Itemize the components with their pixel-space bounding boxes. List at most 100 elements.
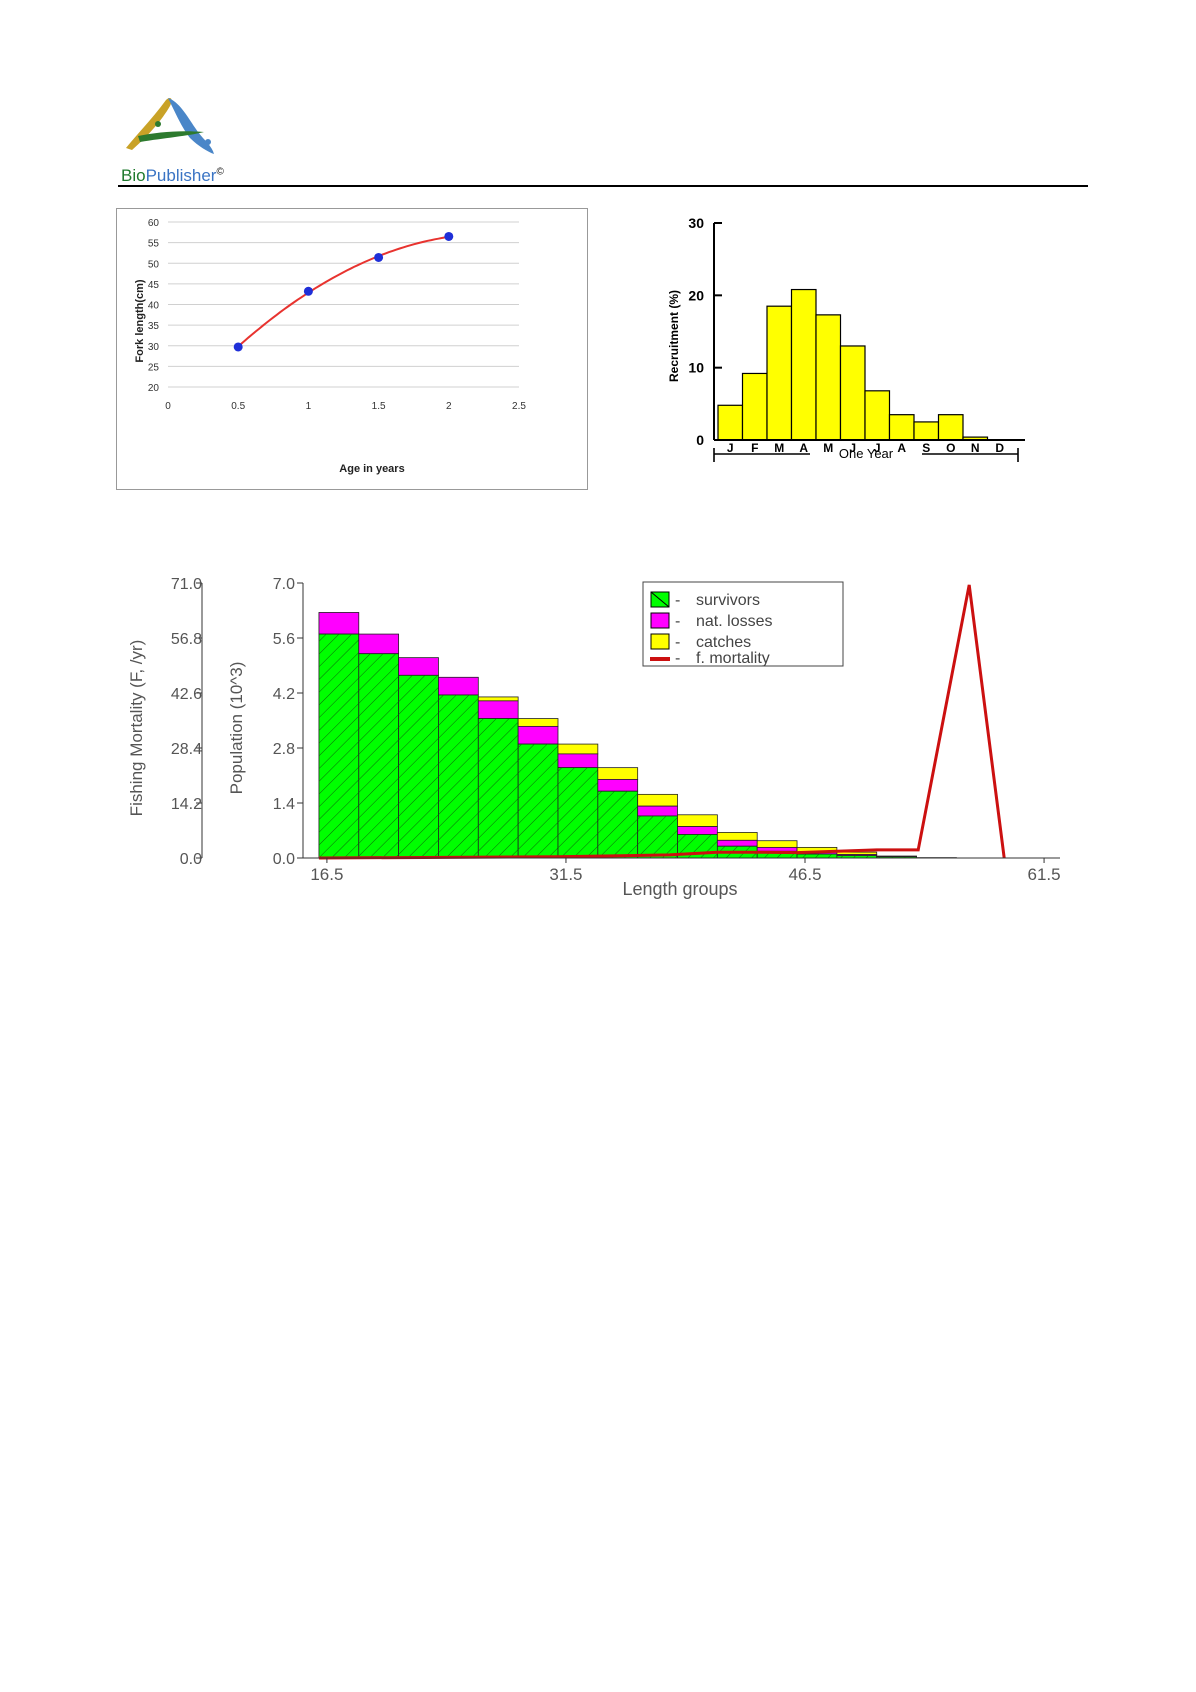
survivors-bar-hatch xyxy=(557,767,598,858)
recruitment-bar xyxy=(741,372,768,441)
brand-name: BioPublisher© xyxy=(121,166,224,186)
y-axis-label-population: Population (10^3) xyxy=(227,662,246,795)
x-tick-label: 2.5 xyxy=(512,401,526,412)
y-tick-label: 2.8 xyxy=(273,741,295,758)
y-tick-label: 35 xyxy=(148,321,160,332)
header-rule xyxy=(118,185,1088,187)
recruitment-bar xyxy=(913,421,940,441)
catches-bar xyxy=(637,793,678,807)
month-label: J xyxy=(849,441,856,455)
x-tick-label: 61.5 xyxy=(1028,865,1061,884)
survivors-bar-hatch xyxy=(358,653,399,858)
data-point xyxy=(233,342,243,352)
brand-prefix: Bio xyxy=(121,166,146,185)
recruitment-bar xyxy=(888,414,915,441)
x-tick-label: 16.5 xyxy=(310,865,343,884)
legend-dash-3: - xyxy=(675,634,680,651)
survivors-bar-hatch xyxy=(836,855,877,858)
x-tick-label: 1 xyxy=(306,401,312,412)
legend-label-catches: catches xyxy=(696,634,751,651)
y-tick-label: 30 xyxy=(148,342,160,353)
x-tick-label: 46.5 xyxy=(788,865,821,884)
legend-dash-1: - xyxy=(675,592,680,609)
survivors-bar-hatch xyxy=(797,854,837,858)
y-tick-label: 25 xyxy=(148,362,160,373)
y-tick-label: 45 xyxy=(148,280,160,291)
survivors-bar-hatch xyxy=(876,856,917,858)
nat-losses-bar xyxy=(716,839,758,847)
nat-losses-bar xyxy=(398,657,439,676)
survivors-bar-hatch xyxy=(438,694,479,858)
catches-bar xyxy=(517,718,559,727)
month-label: A xyxy=(799,441,808,455)
survivors-bar-hatch xyxy=(518,744,558,858)
nat-losses-bar xyxy=(756,846,798,852)
legend-label-f-mortality: f. mortality xyxy=(696,650,770,667)
y2-tick-label: 0.0 xyxy=(180,851,202,868)
month-label: M xyxy=(823,441,833,455)
y2-tick-label: 14.2 xyxy=(171,796,202,813)
brand-suffix: Publisher xyxy=(145,166,217,185)
nat-losses-bar xyxy=(477,700,519,719)
y-tick-label: 10 xyxy=(688,360,704,376)
survivors-bar-hatch xyxy=(478,718,519,858)
x-tick-label: 0 xyxy=(165,401,171,412)
month-label: M xyxy=(774,441,784,455)
y-axis-label: Fork length(cm) xyxy=(134,279,146,362)
y-tick-label: 50 xyxy=(148,259,160,270)
nat-losses-bar xyxy=(557,753,599,769)
length-cohort-chart: 0.0 1.4 2.8 4.2 5.6 7.0 0.0 14.2 28.4 42.6 56.8 71… xyxy=(127,576,1061,899)
growth-fit-curve xyxy=(237,235,449,348)
y2-tick-label: 42.6 xyxy=(171,686,202,703)
fishing-mortality-line xyxy=(318,584,1006,860)
catches-bar xyxy=(756,840,798,848)
y-tick-label: 7.0 xyxy=(273,576,295,593)
biopublisher-logo-icon xyxy=(126,98,214,154)
data-point xyxy=(303,286,313,296)
survivors-bar-hatch xyxy=(757,851,798,858)
survivors-bar-hatch xyxy=(597,791,638,858)
y-tick-label: 5.6 xyxy=(273,631,295,648)
y-axis-label-fishing-mortality: Fishing Mortality (F, /yr) xyxy=(127,640,146,817)
x-axis-label: Length groups xyxy=(622,879,737,899)
survivors-bar-hatch xyxy=(318,634,359,858)
month-label: D xyxy=(995,441,1004,455)
x-axis-label: Age in years xyxy=(339,463,404,475)
nat-losses-bar xyxy=(637,805,678,817)
nat-losses-bar xyxy=(318,612,360,635)
y-tick-label: 0 xyxy=(696,432,704,448)
x-tick-label: 1.5 xyxy=(372,401,386,412)
nat-losses-bar xyxy=(358,633,400,655)
y2-tick-label: 28.4 xyxy=(171,741,202,758)
recruitment-bar xyxy=(815,314,842,441)
y-tick-label: 55 xyxy=(148,239,160,250)
recruitment-bar xyxy=(937,414,964,441)
nat-losses-bar xyxy=(597,779,639,792)
y2-tick-label: 71.0 xyxy=(171,576,202,593)
catches-bar xyxy=(677,814,718,827)
y-axis-label: Recruitment (%) xyxy=(667,290,681,382)
x-axis-label: One Year xyxy=(839,446,894,461)
y2-tick-label: 56.8 xyxy=(171,631,202,648)
y-tick-label: 1.4 xyxy=(273,796,295,813)
legend-swatch-nat-losses xyxy=(650,612,670,629)
legend-box xyxy=(642,581,844,667)
growth-curve-chart: 20 25 30 35 40 45 50 55 60 0 0.5 1 1.5 2 2.5 Age in y… xyxy=(116,208,588,490)
nat-losses-bar xyxy=(677,826,718,835)
nat-losses-bar xyxy=(517,725,559,745)
month-label: N xyxy=(971,441,980,455)
month-label: J xyxy=(727,441,734,455)
legend-label-nat-losses: nat. losses xyxy=(696,613,772,630)
legend-swatch-survivors-hatch xyxy=(650,591,670,608)
recruitment-chart: 0 10 20 30 J F M A M J J A S O N D One Year Recruitmen… xyxy=(667,215,1025,462)
x-tick-label: 0.5 xyxy=(231,401,245,412)
legend: survivors - nat. losses - catches - f. m… xyxy=(642,581,844,667)
y-tick-label: 0.0 xyxy=(273,851,295,868)
y-tick-label: 20 xyxy=(688,287,704,303)
legend-dash-2: - xyxy=(675,613,680,630)
recruitment-bar xyxy=(839,345,866,441)
y-tick-label: 4.2 xyxy=(273,686,295,703)
y-tick-label: 30 xyxy=(688,215,704,231)
brand-copyright-mark: © xyxy=(216,166,224,178)
data-point xyxy=(374,252,384,262)
